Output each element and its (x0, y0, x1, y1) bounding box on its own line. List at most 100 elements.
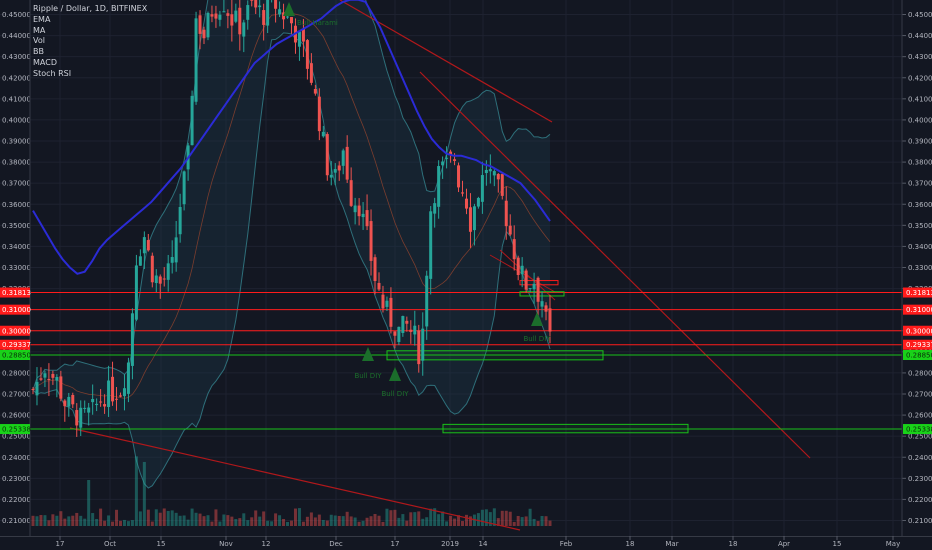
price-tick-label: 0.43000 (908, 53, 932, 61)
volume-bar (365, 517, 369, 526)
candle-body (512, 239, 516, 260)
volume-bar (492, 508, 496, 526)
candle-body (142, 237, 146, 254)
left-price-tick-label: 0.36000 (2, 201, 31, 209)
volume-bar (190, 508, 194, 526)
candle-body (87, 407, 91, 413)
left-price-tag-label: 0.31813 (2, 289, 31, 297)
candle-body (206, 12, 210, 38)
left-price-tag-label: 0.29337 (2, 341, 31, 349)
candle-body (134, 265, 138, 320)
volume-bar (337, 515, 341, 526)
bull-triangle-marker (531, 312, 543, 326)
volume-bar (186, 519, 190, 526)
candle-body (150, 255, 154, 283)
candle-body (409, 329, 413, 332)
candle-body (79, 407, 83, 428)
price-tick-label: 0.39000 (908, 138, 932, 146)
candle-body (278, 9, 282, 15)
candle-body (492, 171, 496, 176)
candle-body (449, 151, 453, 155)
candle-body (516, 257, 520, 275)
candle-body (369, 221, 373, 261)
candle-body (325, 134, 329, 176)
candle-body (421, 328, 425, 361)
candle-body (258, 5, 262, 8)
right-price-tag (903, 349, 932, 360)
left-price-tag-label: 0.30000 (2, 327, 31, 335)
volume-bars (31, 456, 552, 526)
candle-body (464, 198, 468, 209)
ema-series (32, 0, 551, 275)
time-tick-label: 12 (262, 540, 271, 548)
right-price-tag-label: 0.31000 (906, 306, 932, 314)
indicator-stoch-rsi[interactable]: Stoch RSI (33, 68, 72, 78)
left-price-tag-label: 0.25338 (2, 426, 31, 434)
candle-body (174, 237, 178, 263)
candle-body (31, 389, 35, 391)
left-price-tick-label: 0.39000 (2, 138, 31, 146)
volume-bar (445, 521, 449, 526)
candle-body (75, 410, 79, 426)
candle-body (453, 159, 457, 161)
candle-body (548, 308, 552, 332)
volume-bar (341, 516, 345, 526)
volume-bar (453, 518, 457, 526)
indicator-vol[interactable]: Vol (33, 36, 45, 46)
chart-title[interactable]: Ripple / Dollar, 1D, BITFINEX (33, 4, 148, 13)
indicator-ma[interactable]: MA (33, 25, 46, 35)
bull-pattern-label: Bull Harami (297, 19, 338, 27)
candle-body (540, 301, 544, 307)
volume-bar (433, 508, 437, 526)
candle-body (401, 316, 405, 333)
volume-bar (401, 514, 405, 526)
candle-body (413, 325, 417, 335)
candle-body (393, 331, 397, 336)
chart-grid (0, 0, 902, 536)
time-axis[interactable]: 17 Oct 15 Nov 12 Dec 17 2019 14 Feb 18 Mar 18 Apr 15 Ma… (0, 536, 932, 548)
volume-bar (325, 520, 329, 526)
volume-bar (484, 509, 488, 526)
candle-body (544, 305, 548, 312)
price-tick-label: 0.34000 (908, 243, 932, 251)
left-price-tick-label: 0.28000 (2, 369, 31, 377)
volume-bar (476, 513, 480, 526)
volume-bar (266, 520, 270, 526)
support-zones (386, 280, 689, 434)
indicator-bb[interactable]: BB (33, 47, 44, 57)
candle-body (405, 320, 409, 324)
candle-body (59, 376, 63, 399)
volume-bar (75, 512, 79, 526)
left-price-tick-label: 0.33000 (2, 264, 31, 272)
left-price-tick-label: 0.34000 (2, 243, 31, 251)
candle-body (55, 377, 59, 381)
volume-bar (222, 514, 226, 526)
indicator-ema[interactable]: EMA (33, 14, 51, 24)
volume-bar (301, 521, 305, 526)
candle-body (262, 10, 266, 25)
volume-bar (122, 519, 126, 526)
price-tick-label: 0.44000 (908, 32, 932, 40)
volume-bar (305, 516, 309, 526)
candle-body (417, 330, 421, 365)
candle-body (122, 388, 126, 397)
candle-body (524, 270, 528, 290)
volume-bar (389, 510, 393, 526)
volume-bar (504, 510, 508, 526)
price-tick-label: 0.41000 (908, 95, 932, 103)
candle-body (254, 0, 258, 8)
candle-body (480, 175, 484, 202)
volume-bar (357, 521, 361, 526)
indicator-macd[interactable]: MACD (33, 57, 57, 67)
volume-bar (409, 512, 413, 526)
volume-bar (118, 520, 122, 526)
volume-bar (270, 521, 274, 526)
bull-pattern-label: Bull DIY (354, 372, 382, 380)
volume-bar (282, 518, 286, 526)
candle-body (437, 166, 441, 207)
volume-bar (59, 511, 63, 526)
volume-bar (373, 513, 377, 526)
time-tick-label: 15 (833, 540, 842, 548)
left-price-tick-label: 0.41000 (2, 95, 31, 103)
